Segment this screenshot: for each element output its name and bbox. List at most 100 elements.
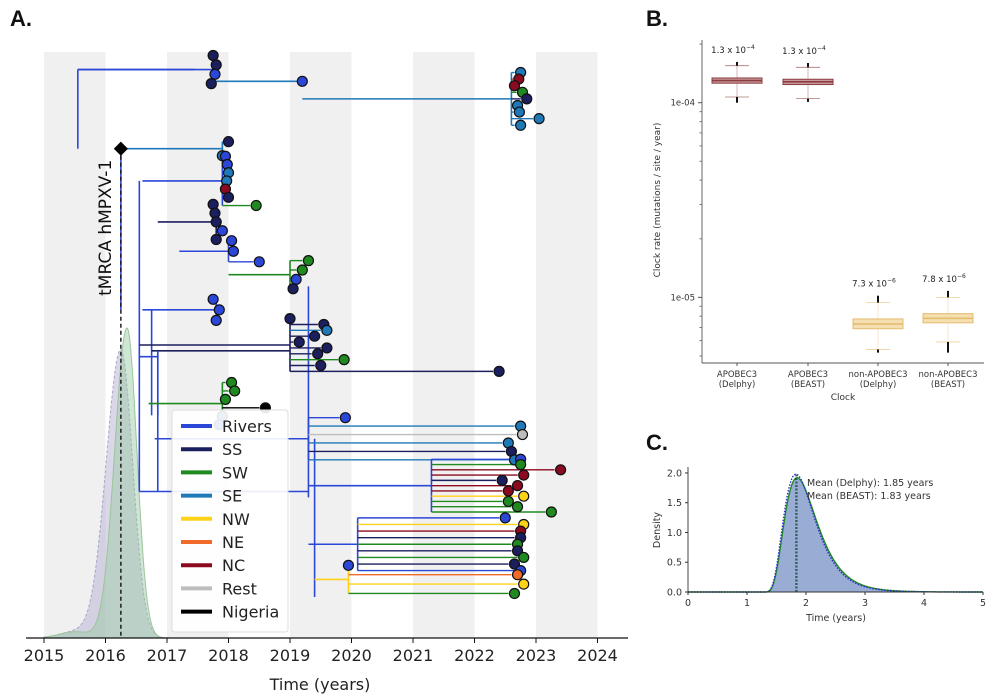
legend: Rivers SS SW SE NW NE NC Rest Nigeria <box>171 409 289 633</box>
x-tick-label: 5 <box>980 598 986 609</box>
x-axis: 2015 2016 2017 2018 2019 2020 2021 2022 2023 2024 <box>24 637 628 665</box>
boxplot-boxes <box>711 61 974 353</box>
x-tick-label: non-APOBEC3 <box>848 370 907 380</box>
tip-node <box>296 75 308 87</box>
panel-a-label: A. <box>10 6 32 31</box>
tip-node <box>213 304 225 316</box>
box-iqr <box>852 318 904 330</box>
tip-node <box>511 501 524 513</box>
tip-node <box>516 428 529 441</box>
box-1 <box>711 61 763 103</box>
x-tick-label: 2019 <box>270 646 311 665</box>
y-tick-label: 1.0 <box>667 528 682 539</box>
x-tick-label: 3 <box>862 598 868 609</box>
tip-node <box>209 68 221 80</box>
tip-node <box>210 59 222 71</box>
tip-node <box>205 78 217 90</box>
tip-node <box>502 485 514 497</box>
x-tick-label: (BEAST) <box>791 380 825 390</box>
density-fill-delphy <box>688 477 983 592</box>
x-tick-label: (Delphy) <box>719 380 756 390</box>
box-iqr <box>711 77 763 84</box>
tip-node <box>284 313 296 325</box>
box-iqr <box>782 78 834 86</box>
y-tick-label: 0.5 <box>667 558 682 569</box>
x-tick-label: 2016 <box>85 646 126 665</box>
density-curve <box>43 327 174 639</box>
y-axis-label: Density <box>652 512 663 548</box>
x-tick-label: 2017 <box>147 646 188 665</box>
tip-node <box>210 233 222 246</box>
x-tick-label: 2020 <box>331 646 372 665</box>
legend-box <box>171 409 289 633</box>
legend-label-se: SE <box>222 487 242 506</box>
tip-node <box>253 256 265 268</box>
density-line-beast <box>688 473 983 593</box>
tip-node <box>309 330 321 342</box>
year-band <box>413 52 475 638</box>
tip-node <box>338 354 350 366</box>
tip-node <box>321 342 333 354</box>
tip-node <box>315 359 327 372</box>
tip-node <box>207 293 219 305</box>
boxplot-axes: 1e-041e-05APOBEC3(Delphy)APOBEC3(BEAST)n… <box>670 40 984 390</box>
panel-b-label: B. <box>646 6 668 31</box>
x-tick-label: 2024 <box>577 646 618 665</box>
x-tick-label: (BEAST) <box>931 380 965 390</box>
tip-node <box>342 559 355 571</box>
tip-node <box>312 348 324 360</box>
legend-label-nc: NC <box>222 556 245 575</box>
density-line-delphy <box>688 477 983 593</box>
tip-node <box>225 235 238 247</box>
x-tick-label: (Delphy) <box>860 380 897 390</box>
x-tick-label: APOBEC3 <box>788 370 828 380</box>
tmrca-diamond-marker <box>113 141 128 156</box>
value-label: 1.3 x 10−4 <box>711 44 755 56</box>
value-label: 7.8 x 10−6 <box>922 273 966 285</box>
box-4 <box>922 290 974 353</box>
boxplot-value-labels: 1.3 x 10−4 1.3 x 10−4 7.3 x 10−6 7.8 x 10−6 <box>711 44 966 290</box>
x-tick-label: 2015 <box>24 646 65 665</box>
tip-node <box>296 264 308 276</box>
tip-node <box>508 587 521 600</box>
tree-tips <box>205 49 567 600</box>
y-tick-label: 1.5 <box>667 498 682 509</box>
year-band <box>44 52 106 638</box>
tip-node <box>227 245 240 257</box>
tip-node <box>513 106 525 118</box>
tree-branches <box>77 55 555 597</box>
y-axis-label: Clock rate (mutations / site / year) <box>653 123 663 278</box>
tip-node <box>222 191 235 203</box>
legend-label-rest: Rest <box>222 579 257 598</box>
box-3 <box>852 295 904 353</box>
x-axis-label: Clock <box>831 393 856 403</box>
x-tick-label: 2018 <box>208 646 249 665</box>
x-tick-label: 2023 <box>516 646 557 665</box>
density-axes: 0 1 2 3 4 5 0.0 0.5 1.0 1.5 2.0 <box>667 467 986 609</box>
tip-node <box>511 480 524 492</box>
tip-node <box>508 80 521 92</box>
tmrca-annotation: tMRCA hMPXV-1 <box>96 160 116 296</box>
tip-node <box>321 324 333 336</box>
tip-node <box>518 469 530 481</box>
y-tick-label: 0.0 <box>667 588 682 599</box>
legend-label-nw: NW <box>222 510 250 529</box>
tip-node <box>499 512 511 524</box>
tip-node <box>545 506 557 518</box>
legend-label-ss: SS <box>222 440 242 459</box>
tip-node <box>533 113 545 125</box>
x-tick-label: 1 <box>744 598 750 609</box>
box-2 <box>782 62 834 102</box>
tip-node <box>518 551 530 564</box>
tip-node <box>554 464 567 476</box>
tmrca-density <box>43 327 174 639</box>
tip-node <box>250 199 262 212</box>
x-tick-label: non-APOBEC3 <box>918 370 977 380</box>
tip-node <box>493 365 505 377</box>
x-tick-label: 2022 <box>454 646 495 665</box>
tip-node <box>219 393 232 405</box>
tip-node <box>521 93 533 105</box>
mean-delphy-annotation: Mean (Delphy): 1.85 years <box>807 478 933 489</box>
phylogenetic-tree-chart: tMRCA hMPXV-1 Rivers SS SW SE NW NE NC Rest Nige… <box>24 49 628 694</box>
x-tick-label: 2021 <box>393 646 434 665</box>
